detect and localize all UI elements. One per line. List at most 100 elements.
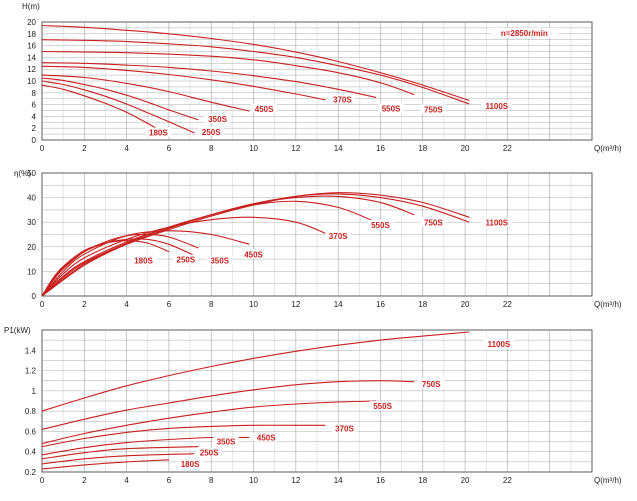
series-label: 180S bbox=[134, 257, 153, 266]
series-label-bg bbox=[130, 255, 157, 265]
x-tick-label: 8 bbox=[209, 144, 214, 153]
x-tick-label: 0 bbox=[40, 300, 45, 309]
x-tick-label: 8 bbox=[209, 300, 214, 309]
chart-panel-3: 0 2 4 6 8 10 12 14 16 18 20 22 0.2 0.4 0.6 0.8 1 1.2 1.4 P1… bbox=[4, 326, 622, 485]
y-tick-label: 6 bbox=[32, 101, 37, 110]
series-label-bg bbox=[481, 217, 513, 227]
x-tick-label: 12 bbox=[291, 476, 300, 485]
series-line-370s bbox=[41, 424, 326, 448]
series-label: 350S bbox=[208, 115, 227, 124]
series-label-bg bbox=[420, 217, 447, 227]
series-label: 750S bbox=[424, 218, 443, 227]
y-tick-label: 1.4 bbox=[25, 346, 37, 355]
y-tick-label: 18 bbox=[27, 30, 36, 39]
series-label: 370S bbox=[333, 95, 352, 104]
series-line-550s bbox=[41, 400, 377, 445]
x-tick-label: 10 bbox=[249, 476, 258, 485]
y-tick-label: 0.8 bbox=[25, 407, 37, 416]
y-tick-label: 12 bbox=[27, 65, 36, 74]
series-line-350s bbox=[41, 233, 199, 297]
series-label-bg bbox=[198, 126, 225, 136]
y-tick-label: 1 bbox=[32, 387, 37, 396]
y-tick-label: 1.2 bbox=[25, 367, 37, 376]
x-tick-label: 2 bbox=[82, 476, 87, 485]
x-tick-label: 18 bbox=[418, 476, 427, 485]
series-line-370s bbox=[41, 65, 326, 101]
series-label-bg bbox=[206, 255, 233, 265]
series-label-bg bbox=[173, 254, 199, 264]
y-axis-label: H(m) bbox=[22, 2, 40, 11]
x-axis-label: Q(m³/h) bbox=[594, 476, 622, 485]
series-label: 1100S bbox=[488, 340, 511, 349]
series-line-1100s bbox=[41, 39, 470, 105]
y-tick-label: 0 bbox=[32, 136, 37, 145]
series-label: 450S bbox=[244, 250, 263, 259]
y-tick-label: 40 bbox=[27, 194, 36, 203]
annotation-bg bbox=[490, 27, 559, 38]
y-tick-label: 20 bbox=[27, 243, 36, 252]
series-line-750s bbox=[41, 50, 415, 96]
series-label: 1100S bbox=[485, 102, 508, 111]
y-tick-label: 50 bbox=[27, 169, 36, 178]
y-axis-label: P1(kW) bbox=[4, 326, 31, 335]
x-tick-label: 2 bbox=[82, 144, 87, 153]
x-tick-label: 20 bbox=[461, 300, 470, 309]
series-line-350s bbox=[41, 446, 199, 460]
x-tick-label: 6 bbox=[167, 144, 172, 153]
y-tick-label: 4 bbox=[32, 112, 37, 121]
x-tick-label: 16 bbox=[376, 300, 385, 309]
series-line-180s bbox=[41, 84, 170, 136]
series-label-bg bbox=[177, 458, 203, 468]
series-label: 370S bbox=[335, 424, 354, 433]
y-tick-label: 20 bbox=[27, 18, 36, 27]
x-axis-label: Q(m³/h) bbox=[594, 300, 622, 309]
y-tick-label: 2 bbox=[32, 124, 37, 133]
x-tick-label: 0 bbox=[40, 144, 45, 153]
x-tick-label: 8 bbox=[209, 476, 214, 485]
y-tick-label: 30 bbox=[27, 218, 36, 227]
x-tick-label: 4 bbox=[124, 144, 129, 153]
x-axis-label: Q(m³/h) bbox=[594, 144, 622, 153]
series-label-bg bbox=[253, 432, 280, 442]
series-label-bg bbox=[481, 100, 513, 110]
series-label: 450S bbox=[257, 434, 276, 443]
x-tick-label: 20 bbox=[461, 144, 470, 153]
series-label-bg bbox=[378, 103, 404, 113]
series-line-350s bbox=[41, 77, 199, 121]
series-label: 250S bbox=[200, 449, 219, 458]
x-tick-label: 2 bbox=[82, 300, 87, 309]
y-tick-label: 8 bbox=[32, 89, 37, 98]
series-label: 550S bbox=[382, 104, 401, 113]
x-tick-label: 22 bbox=[503, 476, 512, 485]
y-tick-label: 14 bbox=[27, 53, 36, 62]
x-tick-label: 6 bbox=[167, 476, 172, 485]
y-tick-label: 16 bbox=[27, 42, 36, 51]
series-label: 550S bbox=[371, 221, 390, 230]
series-curves bbox=[41, 331, 470, 470]
series-label-bg bbox=[483, 339, 515, 349]
x-tick-label: 10 bbox=[249, 300, 258, 309]
series-label: 1100S bbox=[485, 218, 508, 227]
series-curves bbox=[41, 192, 470, 297]
series-line-1100s bbox=[41, 331, 470, 412]
x-tick-label: 12 bbox=[291, 300, 300, 309]
series-curves bbox=[41, 24, 470, 136]
series-label: 550S bbox=[373, 402, 392, 411]
series-label: 750S bbox=[424, 106, 443, 115]
y-tick-label: 0.2 bbox=[25, 468, 37, 477]
chart-panel-2: 0 2 4 6 8 10 12 14 16 18 20 22 0 10 20 30 40 50η(%) Q(m³/h… bbox=[14, 169, 622, 309]
series-label-bg bbox=[420, 104, 447, 114]
series-line-unlabeled bbox=[41, 24, 470, 102]
series-line-180s bbox=[41, 459, 169, 470]
y-axis-label: η(%) bbox=[14, 169, 31, 178]
series-line-450s bbox=[41, 74, 250, 112]
y-tick-label: 10 bbox=[27, 267, 36, 276]
x-tick-label: 20 bbox=[461, 476, 470, 485]
series-line-550s bbox=[41, 62, 377, 99]
series-label-bg bbox=[367, 219, 394, 229]
series-line-250s bbox=[41, 453, 195, 465]
series-label-bg bbox=[240, 249, 267, 259]
series-label: 350S bbox=[210, 257, 229, 266]
